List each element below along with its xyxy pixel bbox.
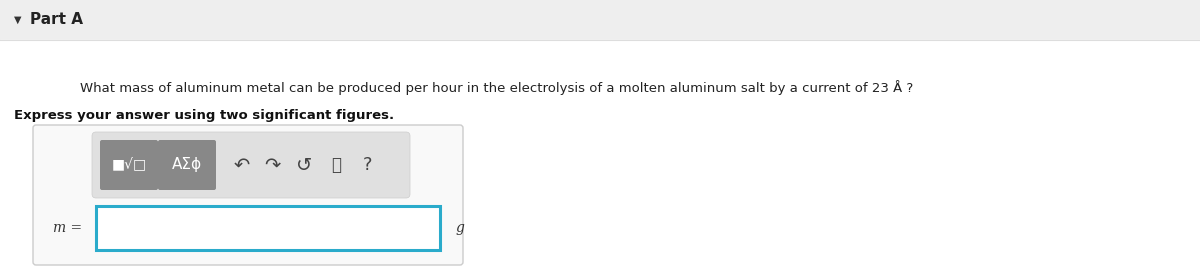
Text: ?: ?	[364, 156, 373, 174]
Text: ΑΣϕ: ΑΣϕ	[172, 157, 202, 173]
FancyBboxPatch shape	[158, 140, 216, 190]
Text: What mass of aluminum metal can be produced per hour in the electrolysis of a mo: What mass of aluminum metal can be produ…	[80, 80, 913, 95]
Text: g: g	[456, 221, 464, 235]
Bar	[0, 0, 1200, 40]
FancyBboxPatch shape	[100, 140, 158, 190]
Text: ↺: ↺	[296, 156, 312, 175]
Text: ▼: ▼	[14, 15, 22, 25]
Text: ⌸: ⌸	[331, 156, 341, 174]
FancyBboxPatch shape	[92, 132, 410, 198]
Text: ↶: ↶	[234, 156, 250, 175]
Text: Express your answer using two significant figures.: Express your answer using two significan…	[14, 108, 394, 121]
Bar	[96, 206, 440, 250]
Text: ↷: ↷	[264, 156, 280, 175]
Text: m =: m =	[53, 221, 82, 235]
FancyBboxPatch shape	[34, 125, 463, 265]
Text: Part A: Part A	[30, 12, 83, 27]
Text: ■√□: ■√□	[112, 158, 146, 172]
Bar	[0, 40, 1200, 271]
